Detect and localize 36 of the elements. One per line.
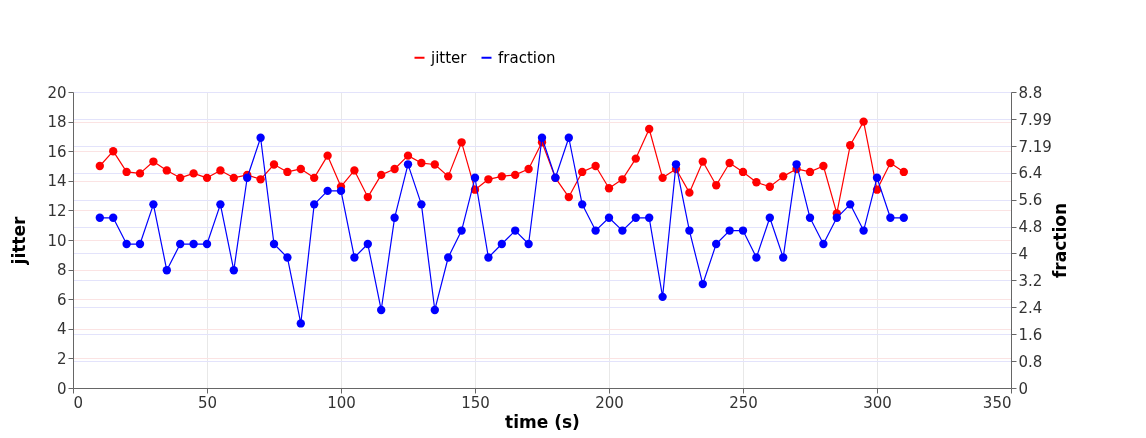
x-axis-title: time (s) — [505, 411, 580, 432]
x-tick-label: 0 — [73, 393, 84, 412]
y-tick-label: 10 — [47, 231, 67, 250]
y2-tick-label: 0 — [1018, 379, 1029, 398]
y2-tick-label: 3.2 — [1018, 271, 1043, 290]
x-tick-label: 350 — [982, 393, 1012, 412]
y-tick-label: 0 — [56, 379, 67, 398]
y2-tick-label: 1.6 — [1018, 325, 1043, 344]
y-tick-label: 2 — [56, 349, 67, 368]
y-tick-label: 14 — [47, 172, 67, 191]
y2-tick-label: 4 — [1018, 244, 1029, 263]
x-tick-label: 150 — [461, 393, 490, 412]
y2-tick-label: 7.19 — [1018, 137, 1052, 156]
y-tick-label: 16 — [47, 142, 67, 161]
y2-tick-label: 7.99 — [1018, 110, 1052, 129]
y2-tick-label: 8.8 — [1018, 83, 1043, 102]
y-tick-label: 18 — [47, 113, 67, 132]
y2-tick-label: 6.4 — [1018, 164, 1043, 183]
y2-tick-label: 0.8 — [1018, 352, 1043, 371]
legend-label: fraction — [498, 48, 556, 67]
y2-tick-label: 4.8 — [1018, 218, 1043, 237]
x-tick-label: 100 — [327, 393, 356, 412]
legend-label: jitter — [430, 48, 468, 67]
x-tick-label: 50 — [197, 393, 218, 412]
y-tick-label: 20 — [47, 83, 67, 102]
y2-tick-label: 2.4 — [1018, 298, 1043, 317]
y2-axis-title: fraction — [1049, 202, 1070, 279]
y-axis-title: jitter — [9, 215, 30, 266]
y-tick-label: 4 — [56, 320, 67, 339]
y2-tick-label: 5.6 — [1018, 191, 1043, 210]
y-tick-label: 12 — [47, 201, 67, 220]
x-tick-label: 250 — [729, 393, 758, 412]
x-tick-label: 300 — [863, 393, 892, 412]
y-tick-label: 8 — [56, 261, 67, 280]
y-tick-label: 6 — [56, 290, 67, 309]
x-tick-label: 200 — [595, 393, 624, 412]
